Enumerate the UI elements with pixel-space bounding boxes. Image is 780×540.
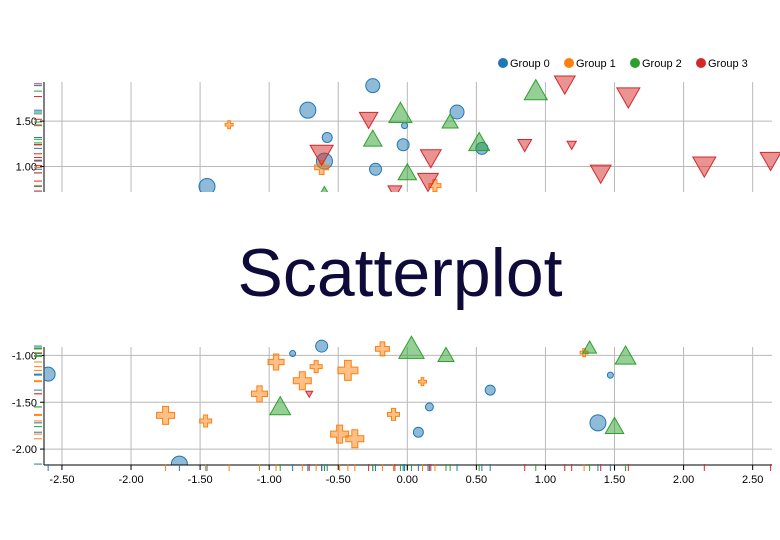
point-group-2 (320, 185, 329, 192)
legend-swatch (498, 58, 508, 68)
point-group-0 (198, 178, 216, 192)
point-group-2 (397, 162, 418, 181)
y-tick-label: -1.00 (12, 350, 37, 362)
point-group-1 (250, 385, 268, 403)
point-group-3 (589, 164, 612, 185)
point-group-1 (267, 353, 285, 371)
point-group-2 (604, 416, 625, 435)
chart-title: Scatterplot (237, 235, 562, 311)
x-axis: -2.50 -2.00 -1.50 -1.00 -0.50 0.00 0.50 1.00 1.5… (44, 464, 772, 486)
point-group-2 (437, 346, 455, 362)
point-group-3 (566, 140, 578, 151)
point-group-0 (365, 78, 381, 94)
point-group-3 (309, 144, 335, 167)
legend-item-group-1: Group 1 (564, 58, 616, 70)
legend-item-group-2: Group 2 (630, 58, 682, 70)
legend-label: Group 3 (708, 58, 748, 70)
point-group-0 (606, 371, 614, 379)
point-group-1 (386, 407, 400, 421)
point-group-1 (156, 405, 176, 425)
x-tick-label: -2.50 (49, 474, 74, 486)
legend-swatch (696, 58, 706, 68)
point-group-0 (589, 414, 607, 432)
x-tick-label: -0.50 (326, 474, 351, 486)
x-tick-label: 2.00 (673, 474, 694, 486)
legend-label: Group 0 (510, 58, 550, 70)
point-group-0 (321, 131, 333, 143)
y-tick-label: -1.50 (12, 397, 37, 409)
point-group-1 (345, 429, 365, 449)
point-group-0 (315, 339, 329, 353)
point-group-0 (484, 384, 496, 396)
point-group-1 (309, 360, 323, 374)
point-group-3 (516, 139, 533, 153)
point-group-3 (615, 87, 641, 110)
point-group-3 (759, 151, 780, 172)
legend-swatch (564, 58, 574, 68)
x-tick-label: -1.50 (188, 474, 213, 486)
top-panel: 1.50 1.00 (16, 75, 780, 192)
point-group-3 (416, 172, 440, 192)
point-group-1 (374, 341, 390, 357)
point-group-0 (396, 138, 410, 152)
point-group-2 (397, 335, 425, 359)
point-group-0 (401, 122, 409, 130)
bottom-panel: -1.00 -1.50 -2.00 (12, 335, 772, 465)
point-group-3 (387, 185, 403, 192)
point-group-0 (170, 455, 188, 465)
point-group-1 (337, 359, 359, 381)
point-group-3 (358, 111, 379, 130)
point-group-2 (614, 345, 637, 365)
point-group-0 (412, 426, 424, 438)
x-tick-label: 2.50 (742, 474, 763, 486)
x-tick-label: 0.50 (466, 474, 487, 486)
x-tick-label: 1.50 (604, 474, 625, 486)
point-group-0 (299, 101, 317, 119)
point-group-1 (199, 414, 213, 428)
x-tick-label: 1.00 (535, 474, 556, 486)
point-group-0 (424, 402, 434, 412)
x-tick-label: -2.00 (118, 474, 143, 486)
point-group-0 (289, 350, 297, 358)
y-tick-label: 1.50 (16, 116, 37, 128)
point-group-0 (449, 104, 465, 120)
x-tick-label: -1.00 (257, 474, 282, 486)
point-group-0 (369, 162, 383, 176)
point-group-3 (304, 390, 314, 399)
point-group-1 (224, 120, 234, 130)
point-group-2 (362, 129, 383, 147)
legend: Group 0 Group 1 Group 2 Group 3 (498, 58, 748, 70)
point-group-2 (467, 131, 491, 152)
legend-item-group-0: Group 0 (498, 58, 550, 70)
point-group-3 (691, 156, 717, 179)
point-group-3 (553, 75, 577, 96)
y-tick-label: -2.00 (12, 444, 37, 456)
point-group-1 (292, 371, 312, 391)
y-tick-label: 1.00 (16, 162, 37, 174)
point-group-1 (418, 377, 428, 387)
point-group-2 (523, 78, 549, 101)
point-group-3 (419, 149, 443, 169)
x-tick-label: 0.00 (397, 474, 418, 486)
point-group-1 (314, 159, 330, 175)
point-group-2 (269, 395, 292, 416)
point-group-0 (44, 366, 56, 382)
point-group-2 (388, 101, 413, 123)
legend-label: Group 1 (576, 58, 616, 70)
point-group-1 (330, 424, 350, 444)
data-points (198, 75, 780, 192)
legend-label: Group 2 (642, 58, 682, 70)
point-group-2 (441, 112, 460, 129)
point-group-2 (581, 340, 598, 354)
data-points (44, 335, 637, 465)
legend-item-group-3: Group 3 (696, 58, 748, 70)
legend-swatch (630, 58, 640, 68)
